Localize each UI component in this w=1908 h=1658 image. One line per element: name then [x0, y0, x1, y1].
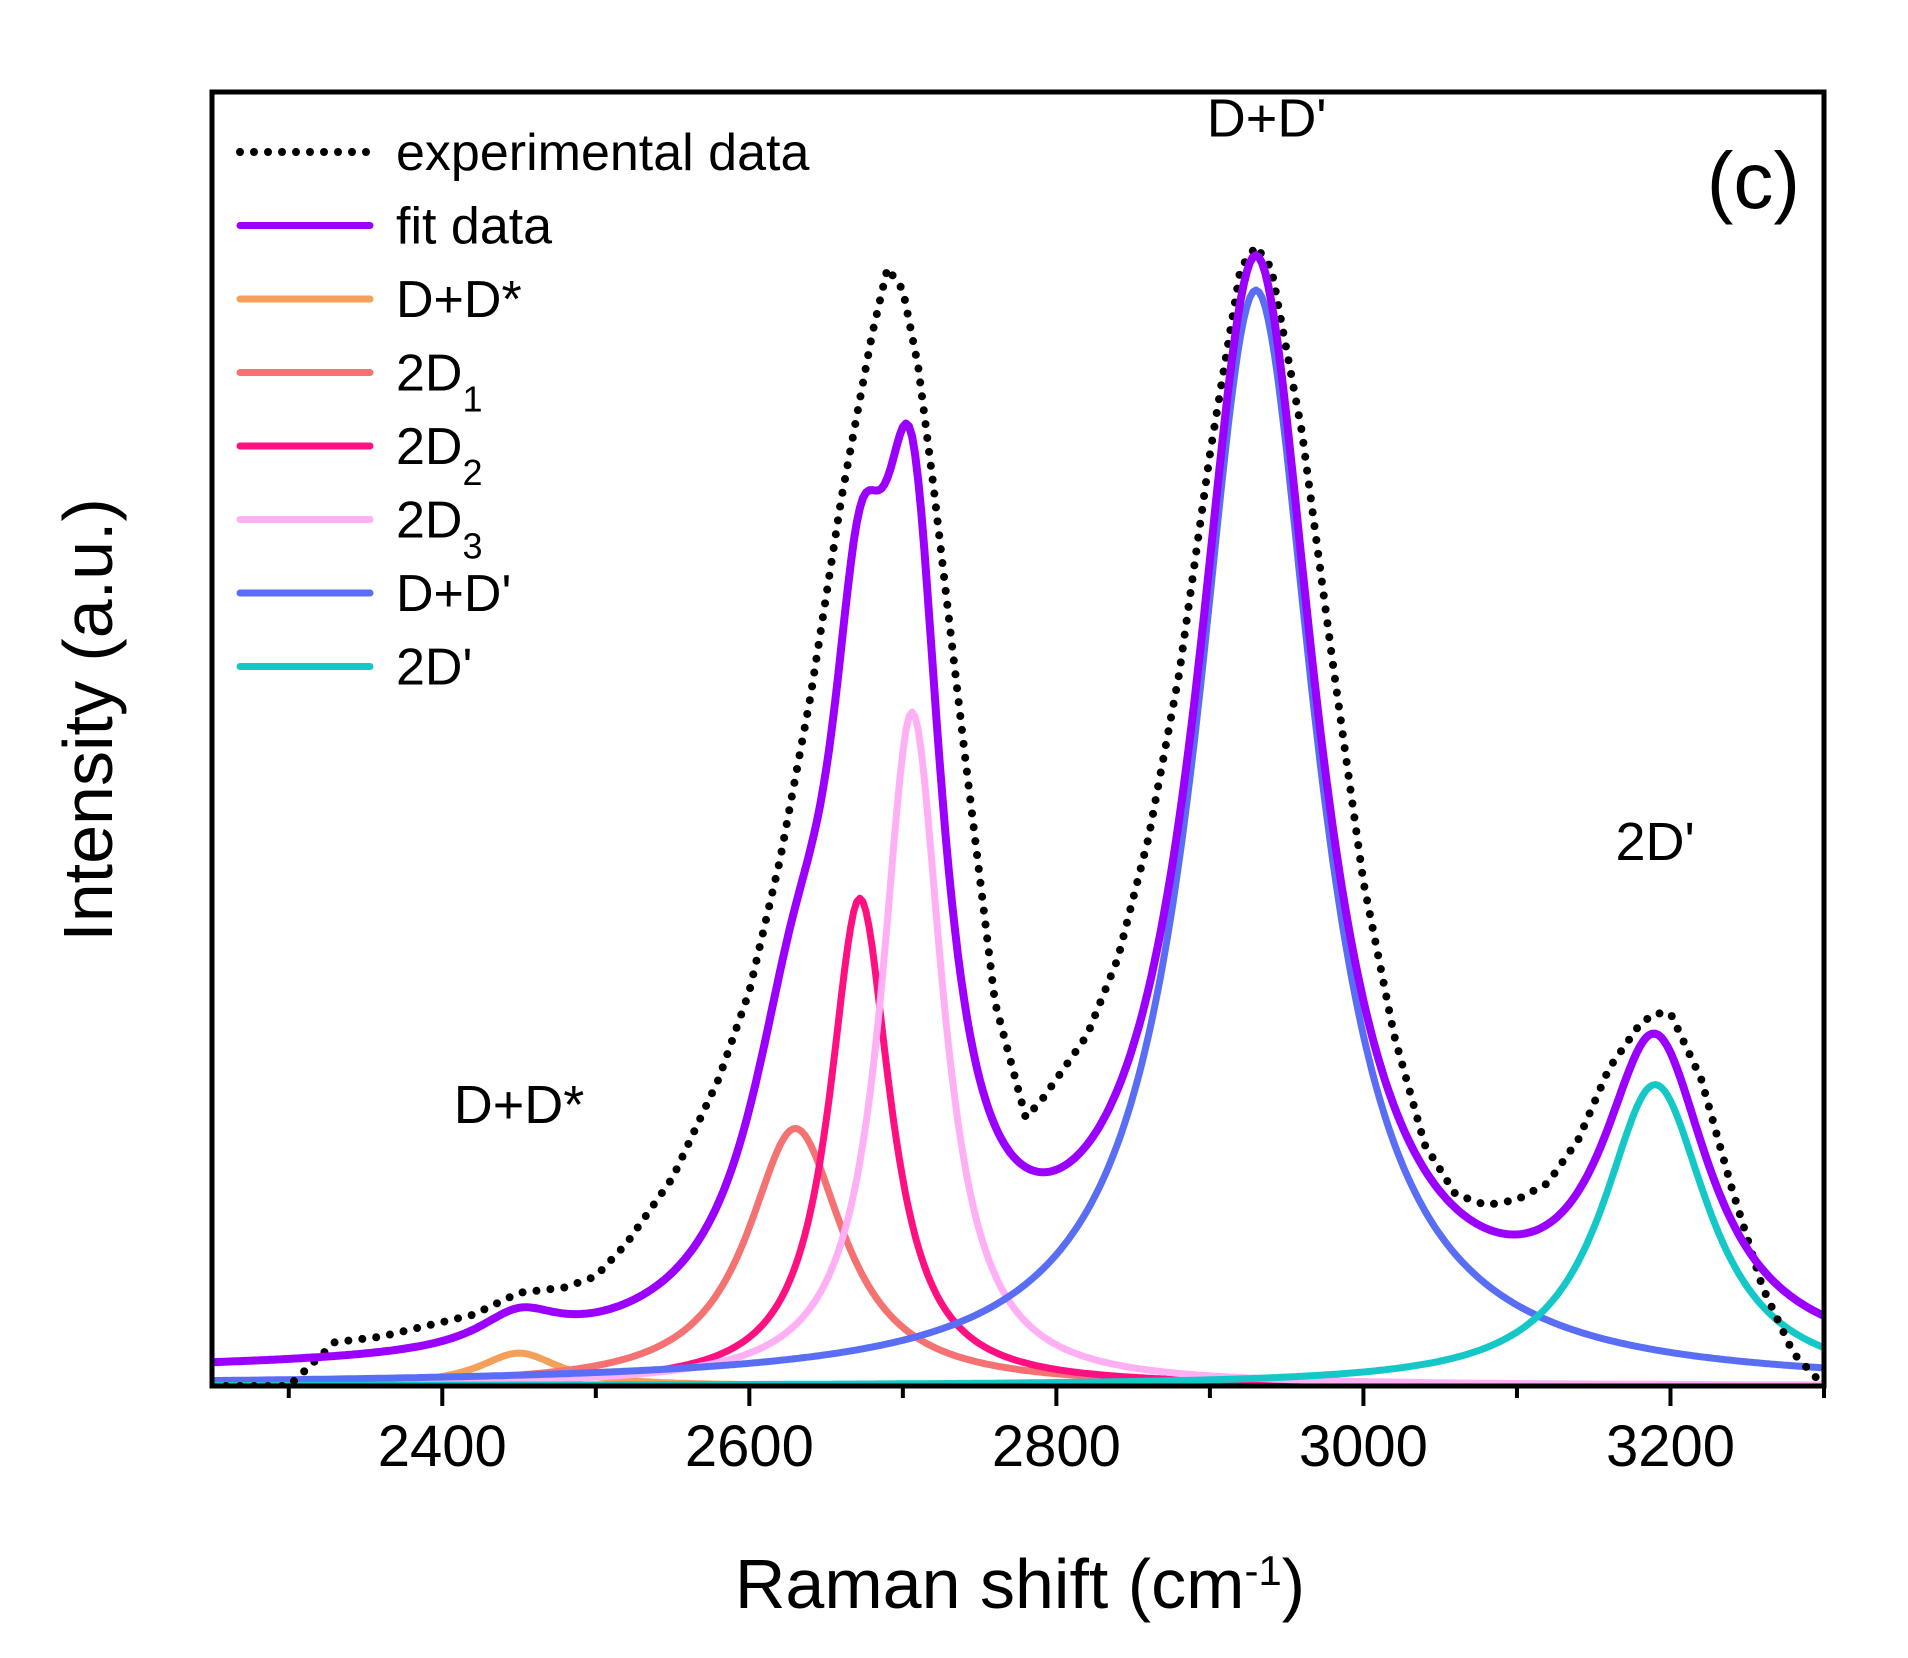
- fit-data-curve: [212, 251, 1824, 1367]
- legend-label-ddp: D+D': [396, 565, 511, 623]
- legend-label-2d1: 2D1: [396, 345, 483, 420]
- x-axis-ticks: 2400 2600 2800 3000 3200: [286, 1386, 1826, 1479]
- peak-curve-d-d-: [212, 286, 1824, 1385]
- peak-annotations: D+D* 2D' D+D': [454, 89, 1695, 1135]
- x-axis-title: Raman shift (cm-1): [735, 1545, 1305, 1623]
- x-tick-label: 3000: [1299, 1414, 1428, 1479]
- x-tick-label: 2400: [378, 1414, 507, 1479]
- annotation-d-d-: D+D*: [454, 1075, 585, 1135]
- x-tick-label: 2600: [685, 1414, 814, 1479]
- annotation-2d-: 2D': [1615, 812, 1694, 872]
- panel-label: (c): [1707, 136, 1800, 225]
- legend-label-2d2: 2D2: [396, 418, 483, 493]
- legend-label-2d3: 2D3: [396, 492, 483, 567]
- x-tick-label: 3200: [1606, 1414, 1735, 1479]
- legend-label-2dp: 2D': [396, 639, 472, 697]
- x-tick-label: 2800: [992, 1414, 1121, 1479]
- peak-curve-2d3: [212, 708, 1824, 1386]
- legend-label-fit: fit data: [396, 198, 552, 256]
- plot-frame: [209, 89, 1827, 1389]
- experimental-data-curve: [212, 239, 1824, 1386]
- legend-label-ddstar: D+D*: [396, 271, 522, 329]
- y-axis-title: Intensity (a.u.): [49, 498, 127, 942]
- legend-label-exp: experimental data: [396, 124, 809, 182]
- annotation-d-d-: D+D': [1207, 89, 1327, 149]
- legend: experimental data fit data D+D* 2D12D22D3D+…: [236, 124, 809, 697]
